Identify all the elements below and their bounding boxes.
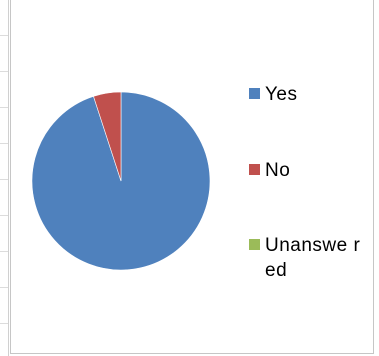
- legend-label-unanswered: Unanswe red: [265, 235, 361, 281]
- legend-swatch-yes: [249, 88, 260, 99]
- row-ruler: [0, 0, 9, 356]
- legend-label-yes: Yes: [265, 84, 298, 105]
- legend-item-no: No: [249, 158, 365, 183]
- legend-item-yes: Yes: [249, 82, 365, 107]
- legend-item-unanswered: Unanswe red: [249, 233, 365, 283]
- legend-swatch-unanswered: [249, 239, 260, 250]
- legend-label-no: No: [265, 160, 291, 181]
- pie-slice-no: [93, 91, 122, 182]
- legend-swatch-no: [249, 164, 260, 175]
